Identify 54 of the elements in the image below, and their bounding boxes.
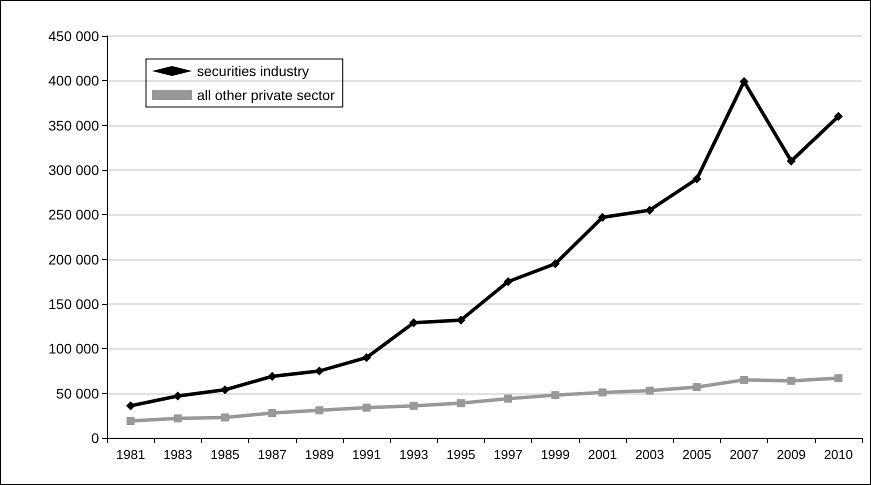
x-tick-label: 2007 xyxy=(730,447,758,462)
x-tick-label: 1985 xyxy=(210,447,240,462)
point xyxy=(551,391,560,400)
x-tick-label: 2003 xyxy=(635,447,664,462)
point xyxy=(786,156,796,166)
point xyxy=(362,404,371,412)
point xyxy=(126,401,136,410)
point xyxy=(787,376,796,385)
point xyxy=(456,399,465,408)
point xyxy=(126,417,135,426)
legend-label: all other private sector xyxy=(197,87,336,103)
x-tick-label: 1991 xyxy=(352,447,381,462)
point xyxy=(173,392,182,401)
point xyxy=(834,374,842,382)
point xyxy=(598,212,607,222)
x-tick-label: 1993 xyxy=(399,447,428,462)
x-tick-label: 2005 xyxy=(682,447,712,462)
point xyxy=(362,353,372,362)
y-tick-label: 50 000 xyxy=(56,385,100,402)
point xyxy=(740,376,748,384)
point xyxy=(174,414,182,422)
point xyxy=(834,112,843,121)
point xyxy=(692,383,701,392)
point xyxy=(410,402,418,410)
y-tick-label: 250 000 xyxy=(48,206,100,223)
point xyxy=(268,408,276,417)
y-tick-label: 450 000 xyxy=(48,28,100,44)
point xyxy=(315,406,324,414)
x-tick-label: 2001 xyxy=(588,447,617,462)
x-tick-label: 1989 xyxy=(304,447,334,462)
y-tick-label: 300 000 xyxy=(48,162,100,178)
x-tick-label: 2010 xyxy=(824,447,853,462)
x-tick-label: 1983 xyxy=(163,447,192,462)
point xyxy=(504,277,513,286)
point xyxy=(740,77,749,86)
x-tick-label: 1987 xyxy=(258,447,287,462)
point xyxy=(550,259,560,268)
point xyxy=(504,394,512,403)
x-tick-label: 1995 xyxy=(446,447,476,462)
point xyxy=(692,174,702,184)
y-tick-label: 0 xyxy=(91,430,100,446)
legend-label: securities industry xyxy=(197,63,310,79)
point xyxy=(598,388,606,396)
point xyxy=(220,413,229,422)
y-tick-label: 350 000 xyxy=(48,117,100,134)
x-tick-label: 1999 xyxy=(540,447,570,462)
x-tick-label: 2009 xyxy=(776,447,806,462)
y-tick-label: 100 000 xyxy=(48,340,100,357)
y-tick-label: 150 000 xyxy=(48,296,100,312)
x-tick-label: 1997 xyxy=(494,447,523,462)
y-tick-label: 400 000 xyxy=(48,72,100,89)
y-tick-label: 200 000 xyxy=(48,251,100,268)
point xyxy=(646,386,654,395)
x-tick-label: 1981 xyxy=(116,447,146,462)
